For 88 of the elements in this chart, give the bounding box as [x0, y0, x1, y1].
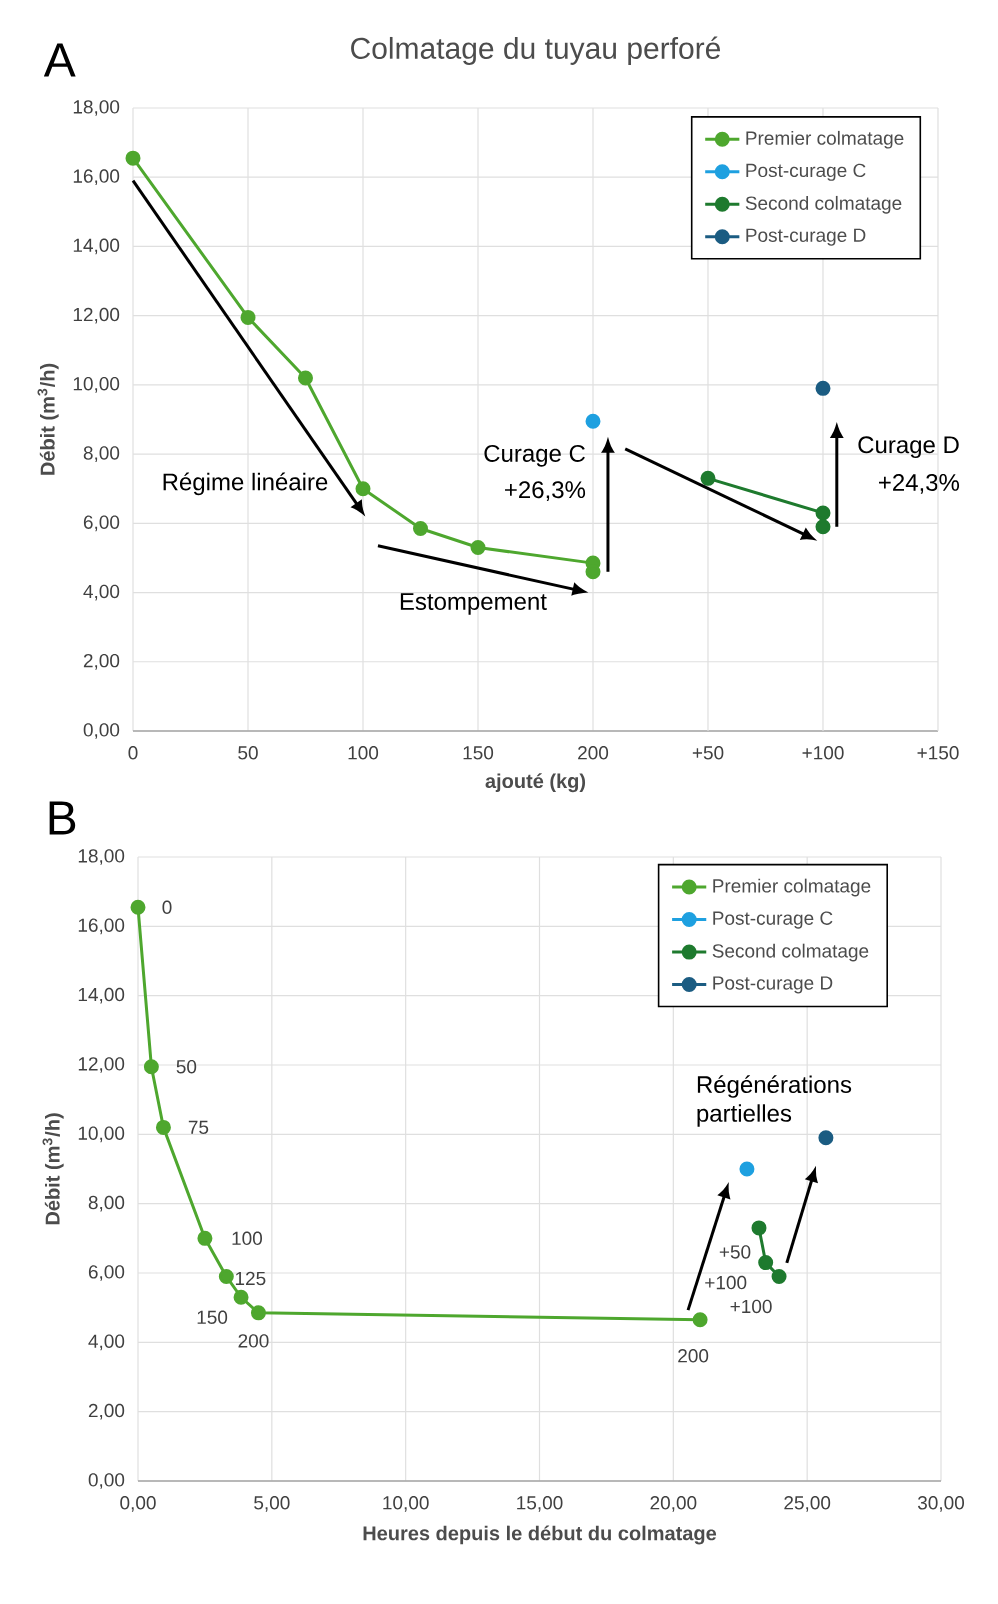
point	[240, 309, 256, 325]
legend-label: Post-curage C	[746, 163, 866, 181]
x-tick-label: 20,00	[650, 1496, 697, 1512]
y-axis-title: Débit (m$^{3}$/h)	[42, 1113, 64, 1225]
y-tick-label: 6,00	[83, 515, 120, 532]
legend-label: Premier colmatage	[713, 878, 871, 897]
legend-label: Premier colmatage	[746, 130, 904, 149]
y-tick-label: 12,00	[73, 307, 120, 324]
y-tick-label: 12,00	[78, 1057, 125, 1073]
y-tick-label: 2,00	[88, 1403, 125, 1420]
annotation: 100	[232, 1231, 263, 1246]
point	[143, 1059, 159, 1075]
y-tick-label: 10,00	[78, 1126, 125, 1143]
point	[585, 413, 601, 429]
legend-label: Post-curage D	[746, 228, 866, 246]
text: B	[49, 801, 76, 835]
annotation: 0	[162, 900, 172, 914]
annotation: +100	[730, 1299, 772, 1314]
x-tick-label: 200	[578, 746, 609, 760]
y-tick-label: 0,00	[88, 1473, 125, 1489]
annotation: Curage C	[484, 444, 585, 467]
x-tick-label: 5,00	[254, 1496, 290, 1512]
x-tick-label: 50	[238, 746, 258, 760]
y-axis-title: Débit (m$^{3}$/h)	[37, 363, 59, 475]
annotation: +100	[705, 1275, 747, 1290]
x2-tick-label: +150	[917, 746, 959, 760]
x-tick-label: 25,00	[784, 1496, 831, 1512]
y-tick-label: 8,00	[83, 446, 120, 462]
annotation: Régime linéaire	[163, 472, 328, 496]
annotation: 125	[235, 1271, 266, 1286]
x-axis-title: Heures depuis le début du colmatage	[363, 1525, 717, 1545]
point	[739, 1161, 755, 1177]
y-tick-label: 4,00	[88, 1334, 125, 1351]
point	[818, 1130, 834, 1146]
annotation: Estompement	[400, 593, 547, 615]
text: A	[43, 43, 76, 77]
annotation: 75	[188, 1120, 209, 1135]
point	[413, 521, 428, 537]
point	[298, 370, 313, 386]
annotation: +26,3%	[505, 481, 586, 502]
point	[233, 1289, 249, 1305]
y-tick-label: 14,00	[78, 987, 125, 1004]
chart-title: Colmatage du tuyau perforé	[351, 36, 721, 65]
y-tick-label: 4,00	[83, 584, 120, 601]
legend-label: Second colmatage	[712, 943, 869, 962]
point	[692, 1312, 708, 1328]
y-tick-label: 18,00	[73, 100, 120, 116]
annotation: 200	[678, 1349, 709, 1363]
point	[197, 1230, 213, 1246]
annotation: Curage D	[858, 436, 959, 459]
point	[250, 1305, 266, 1321]
y-tick-label: 16,00	[78, 918, 125, 935]
y-tick-label: 14,00	[73, 238, 120, 255]
annotation: 50	[176, 1059, 197, 1074]
annotation: +50	[719, 1245, 751, 1259]
annotation: Régénérations partielles	[697, 1075, 852, 1127]
point	[771, 1268, 787, 1284]
y-tick-label: 8,00	[88, 1195, 125, 1212]
legend-label: Second colmatage	[745, 195, 902, 214]
legend-label: Post-curage D	[713, 976, 833, 994]
y-tick-label: 16,00	[73, 169, 120, 186]
point	[130, 899, 146, 915]
y-tick-label: 10,00	[73, 377, 120, 393]
point	[155, 1119, 171, 1135]
annotation: +24,3%	[879, 473, 960, 494]
x-tick-label: 30,00	[917, 1496, 965, 1512]
legend-label: Post-curage C	[713, 911, 833, 929]
y-tick-label: 18,00	[78, 849, 125, 865]
point	[125, 150, 141, 166]
y-tick-label: 2,00	[83, 653, 120, 670]
y-tick-label: 0,00	[83, 723, 120, 739]
annotation: 200	[238, 1334, 269, 1348]
point	[355, 481, 371, 497]
point	[758, 1255, 774, 1271]
x-tick-label: 0,00	[120, 1496, 156, 1512]
x-tick-label: 100	[348, 746, 379, 760]
annotation: 150	[197, 1310, 228, 1324]
y-tick-label: 6,00	[88, 1265, 125, 1281]
x-tick-label: 10,00	[383, 1496, 429, 1512]
point	[751, 1220, 767, 1236]
x2-tick-label: +100	[802, 746, 844, 760]
x-tick-label: 15,00	[517, 1496, 563, 1512]
point	[218, 1268, 234, 1284]
x-tick-label: 150	[463, 746, 494, 760]
x2-tick-label: +50	[692, 746, 724, 760]
x-tick-label: 0	[128, 746, 138, 760]
x-axis-title: ajouté (kg)	[485, 773, 586, 793]
point	[470, 540, 486, 556]
